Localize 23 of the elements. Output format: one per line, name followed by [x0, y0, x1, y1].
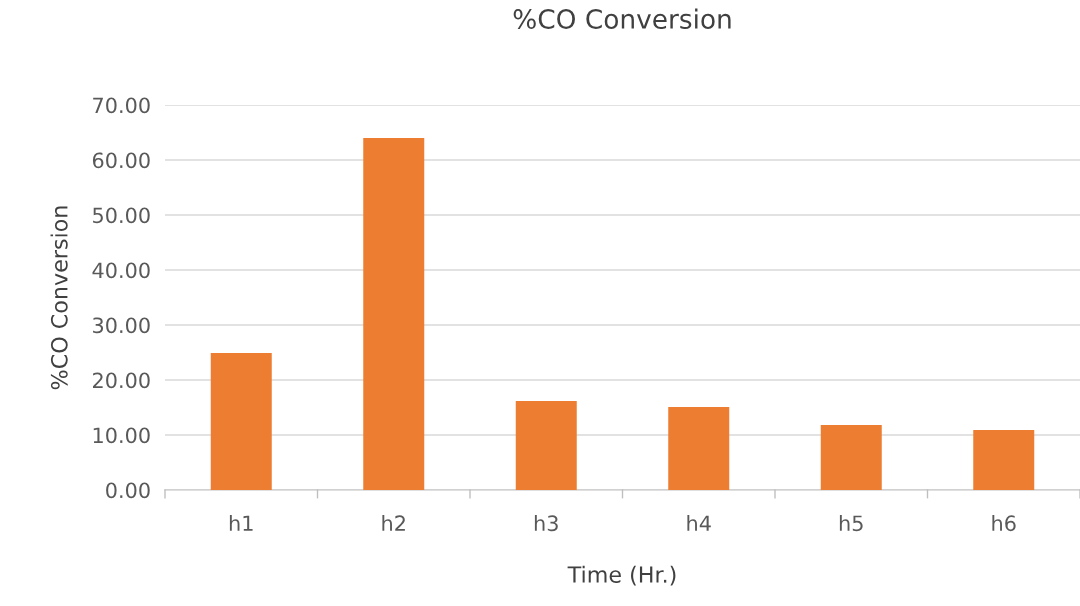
- bar: [820, 425, 882, 490]
- bar: [668, 406, 730, 490]
- x-tick-label: h5: [839, 515, 863, 532]
- y-tick-label: 0.00: [106, 482, 150, 499]
- x-tick-label: h6: [992, 515, 1016, 532]
- y-tick-label: 10.00: [93, 427, 150, 444]
- bar: [363, 138, 425, 490]
- y-tick-label: 50.00: [93, 207, 150, 224]
- chart-title: %CO Conversion: [513, 8, 731, 29]
- x-tick-label: h4: [687, 515, 711, 531]
- x-axis-title: Time (Hr.): [567, 565, 676, 586]
- y-tick-label: 60.00: [92, 152, 150, 169]
- bar: [515, 400, 577, 490]
- y-tick-label: 20.00: [93, 372, 150, 389]
- bar: [210, 353, 272, 490]
- y-tick-label: 30.00: [93, 317, 150, 334]
- bar: [973, 430, 1035, 490]
- y-axis-title: %CO Conversion: [50, 206, 68, 390]
- x-tick-label: h2: [382, 515, 405, 531]
- y-tick-label: 70.00: [93, 97, 150, 114]
- y-tick-label: 40.00: [92, 262, 150, 279]
- x-tick-label: h3: [534, 515, 558, 532]
- x-tick-label: h1: [229, 515, 253, 531]
